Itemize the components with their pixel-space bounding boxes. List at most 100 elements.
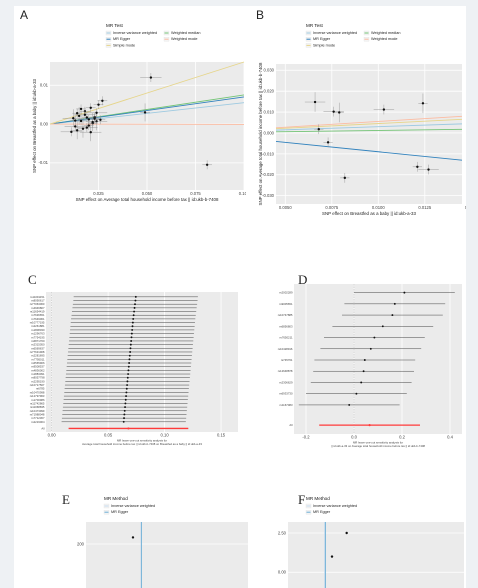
regression-line (275, 115, 463, 129)
data-point (317, 127, 320, 131)
legend-label: Simple mode (313, 43, 335, 47)
snp-label: rs9005651 (279, 302, 293, 306)
legend-label: MR Egger (313, 37, 331, 41)
panel-d: D -0.2 0.0 0.2 0.4 rs2002289 rs9005651 rs10747… (256, 262, 466, 450)
legend-label: MR Egger (113, 37, 131, 41)
plot-background (276, 64, 462, 204)
legend-title: MR Method (306, 496, 330, 501)
snp-label: rs71988048 (30, 412, 45, 416)
legend-title: MR Test (306, 23, 323, 28)
estimate-point (125, 387, 128, 390)
snp-label: rs11654419 (30, 310, 45, 314)
snp-label: rs2315050 (31, 343, 45, 347)
regression-line (275, 128, 463, 133)
estimate-point (128, 362, 131, 364)
data-point (97, 103, 100, 106)
x-tick-label: 0.00 (48, 433, 57, 438)
x-tick-label: 0.0150 (465, 205, 466, 210)
regression-line (275, 140, 463, 161)
data-point (72, 117, 75, 120)
panel-d-chart: -0.2 0.0 0.2 0.4 rs2002289 rs9005651 rs1074788… (278, 284, 462, 448)
snp-label-all: All (289, 423, 292, 427)
data-point (79, 119, 83, 123)
legend-label: MR Egger (313, 510, 331, 514)
snp-label: rs6785 (36, 387, 45, 391)
panel-e: E MR Method Inverse variance weighted MR E… (14, 492, 250, 588)
estimate-point (129, 347, 132, 350)
data-point (427, 168, 430, 171)
plot-background (86, 522, 248, 588)
x-axis-label: SNP effect on Breastfed as a baby || id:… (322, 211, 416, 216)
x-axis-label: SNP effect on Average total household in… (76, 197, 219, 202)
snp-label: rs10473999 (30, 409, 45, 413)
x-tick-label: 0.0 (351, 435, 357, 440)
data-point (101, 99, 104, 102)
x-tick-label: 0.0100 (372, 205, 385, 210)
estimate-point (134, 295, 137, 298)
panel-letter: A (20, 8, 29, 22)
legend-label: Weighted median (371, 31, 400, 35)
snp-label: rs11742865 (30, 401, 45, 405)
snp-label: rs6856803 (279, 324, 293, 328)
estimate-point (127, 369, 130, 372)
data-point (416, 165, 419, 169)
estimate-point (131, 321, 134, 324)
estimate-point (128, 354, 131, 357)
y-tick-label: 2.50 (278, 530, 287, 535)
data-point (91, 120, 94, 124)
data-point (343, 176, 347, 180)
data-point (85, 116, 89, 119)
estimate-point (369, 347, 372, 350)
data-point (79, 107, 83, 111)
estimate-point (129, 351, 132, 353)
data-point (95, 111, 98, 115)
estimate-point (132, 314, 135, 317)
estimate-point (134, 303, 136, 306)
y-tick-label: 0.030 (264, 68, 275, 73)
x-tick-label: 0.2 (399, 435, 405, 440)
data-point (74, 125, 77, 128)
y-axis-label: SNP effect on Average total household in… (258, 62, 263, 205)
snp-label: rs10470998 (30, 390, 45, 394)
estimate-point (132, 317, 135, 320)
estimate-point (360, 381, 363, 384)
y-tick-label: -0.010 (262, 151, 275, 156)
snp-label: rs4946807 (31, 306, 45, 310)
estimate-point (130, 332, 133, 335)
estimate-point (126, 380, 129, 383)
data-point (313, 100, 317, 104)
snp-label: rs2219004 (31, 420, 45, 424)
legend-label: Inverse variance weighted (113, 31, 157, 35)
estimate-point-all (127, 427, 130, 430)
data-point (77, 114, 81, 118)
plot-background (288, 522, 464, 588)
y-tick-label: 200 (77, 541, 85, 546)
estimate-point (130, 336, 133, 339)
data-point (87, 124, 91, 127)
legend-label: Inverse variance weighted (313, 504, 357, 508)
snp-label: rs12648878 (278, 369, 293, 373)
snp-label: rs7754195 (31, 335, 45, 339)
x-axis-label-line1: MR leave-one-out sensitivity analysis fo… (353, 441, 403, 445)
regression-line (275, 123, 463, 131)
snp-label: rs745761 (281, 358, 293, 362)
snp-label: rs10747885 (278, 313, 293, 317)
data-point (338, 111, 341, 114)
x-tick-label: 0.025 (93, 191, 104, 196)
estimate-point (381, 325, 384, 328)
data-point (382, 108, 386, 111)
estimate-point (134, 299, 137, 302)
data-point (81, 127, 85, 130)
figure: A MR Test Inverse variance weighted Weight… (14, 6, 466, 588)
estimate-point (127, 365, 130, 368)
data-point (421, 102, 425, 105)
estimate-point (127, 373, 130, 375)
estimate-point (403, 291, 406, 294)
estimate-point (123, 413, 126, 416)
panel-f-chart: MR Method Inverse variance weighted MR Egg… (278, 496, 464, 588)
estimate-point (124, 402, 127, 405)
snp-label: rs7795011 (31, 357, 44, 361)
panel-f: F MR Method Inverse variance weighted MR E… (250, 492, 466, 588)
estimate-point (363, 359, 366, 361)
estimate-point (391, 314, 394, 317)
